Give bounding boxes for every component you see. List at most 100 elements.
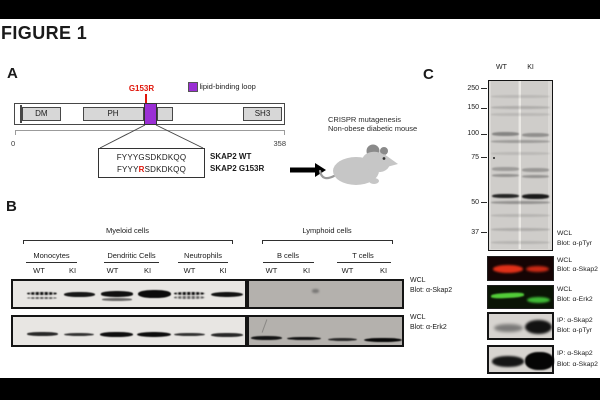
mw-37: 37 [471,228,479,236]
zoom-funnel-lines [99,124,204,149]
dendritic-underline [104,261,159,263]
band [491,113,550,116]
seq-ki-name: SKAP2 G153R [210,163,265,173]
domain-ph: PH [82,106,144,121]
sequence-wt-pre: FYYY [116,152,139,162]
bottom-letterbox-bar [0,378,600,400]
band [174,296,205,299]
band [522,175,549,178]
c-blot2-line2: Blot: α-Skap2 [557,266,598,273]
band [64,332,94,336]
b-blot1-label-line1: WCL [410,277,426,284]
myeloid-skap2-blot [11,279,247,309]
band [491,201,550,204]
band [287,336,321,341]
panel-a-label: A [7,65,18,82]
band [102,298,132,301]
sequence-box: FYYYGSDKDKQQ FYYYRSDKDKQQ [98,148,205,178]
subgroup-bcells: B cells [276,251,300,260]
sequence-ki: FYYYRSDKDKQQ [99,165,204,174]
c-blot2-line1: WCL [557,256,573,264]
domain-bar-divider [20,104,22,123]
lipid-binding-loop-segment [143,102,157,125]
arrow-right-icon [290,163,326,177]
subgroup-tcells: T cells [352,251,374,260]
subgroup-monocytes: Monocytes [33,251,70,260]
domain-segment-after-loop [157,106,173,121]
band [328,337,357,341]
mw-250: 250 [467,84,479,92]
residue-scale-tick-left [15,130,16,135]
band [137,331,171,337]
lymphoid-erk2-blot [247,315,404,347]
band [492,356,524,367]
scale-start-label: 0 [11,138,16,148]
lane-gap-streak [518,81,521,249]
ip-skap2-skap2-blot [487,345,554,374]
crispr-text-line2: Non-obese diabetic mouse [328,124,418,133]
c-lane-label-wt: WT [496,64,507,71]
neutrophils-underline [178,261,228,263]
mw-tick [480,133,487,135]
bcells-underline [262,261,314,263]
lipid-loop-legend-swatch [188,82,198,92]
band [491,241,550,244]
myeloid-bracket [22,240,233,244]
c-blot4-line2: Blot: α-pTyr [557,326,592,334]
band [27,332,58,336]
mutation-pointer-line [145,93,148,103]
lane-shade [491,81,518,249]
mouse-icon [318,144,398,185]
band [491,95,550,98]
band [211,291,243,297]
lipid-loop-legend-label: lipid-binding loop [199,81,256,91]
sequence-wt-post: SDKDKQQ [144,152,187,162]
band [27,296,57,300]
mw-tick [480,202,487,204]
lymphoid-skap2-blot [247,279,404,309]
mw-tick [480,107,487,109]
blot-scratch [261,319,268,333]
mw-tick [480,232,487,234]
band [525,319,552,334]
wcl-ptyr-blot [488,80,553,251]
sequence-wt-residue: G [138,152,145,162]
top-letterbox-bar [0,0,600,19]
myeloid-erk2-blot [11,315,247,347]
band [174,291,205,295]
domain-sh3: SH3 [243,106,282,121]
band [492,193,519,198]
band [493,265,523,273]
lane-label-wt: WT [106,266,119,275]
band [522,168,549,172]
monocytes-underline [26,261,77,263]
sequence-wt: FYYYGSDKDKQQ [99,153,204,162]
tcells-underline [336,261,391,263]
band [491,140,550,143]
c-blot3-line1: WCL [557,286,573,293]
band [522,133,549,137]
b-blot2-label-line2: Blot: α-Erk2 [410,323,447,331]
lane-label-ki: KI [219,266,227,275]
domain-dm: DM [21,106,61,121]
c-blot5-line1: IP: α-Skap2 [557,350,593,357]
panel-c-label: C [423,66,434,83]
panel-b-label: B [6,198,17,215]
sequence-ki-mutant-residue: R [138,164,145,174]
residue-scale-tick-right [284,130,285,135]
b-blot2-label-line1: WCL [410,314,426,321]
band [490,292,525,299]
sequence-ki-post: SDKDKQQ [144,164,187,174]
lane-label-ki: KI [68,266,77,275]
lane-label-wt: WT [183,266,196,275]
mutation-label: G153R [128,83,155,93]
band [211,332,243,337]
c-lane-label-ki: KI [527,64,534,71]
residue-scale-line [15,130,285,131]
lymphoid-bracket [262,240,393,244]
lane-label-ki: KI [379,266,388,275]
blot-speck [492,157,495,159]
c-blot1-line2: Blot: α-pTyr [557,240,592,247]
band [364,337,402,342]
